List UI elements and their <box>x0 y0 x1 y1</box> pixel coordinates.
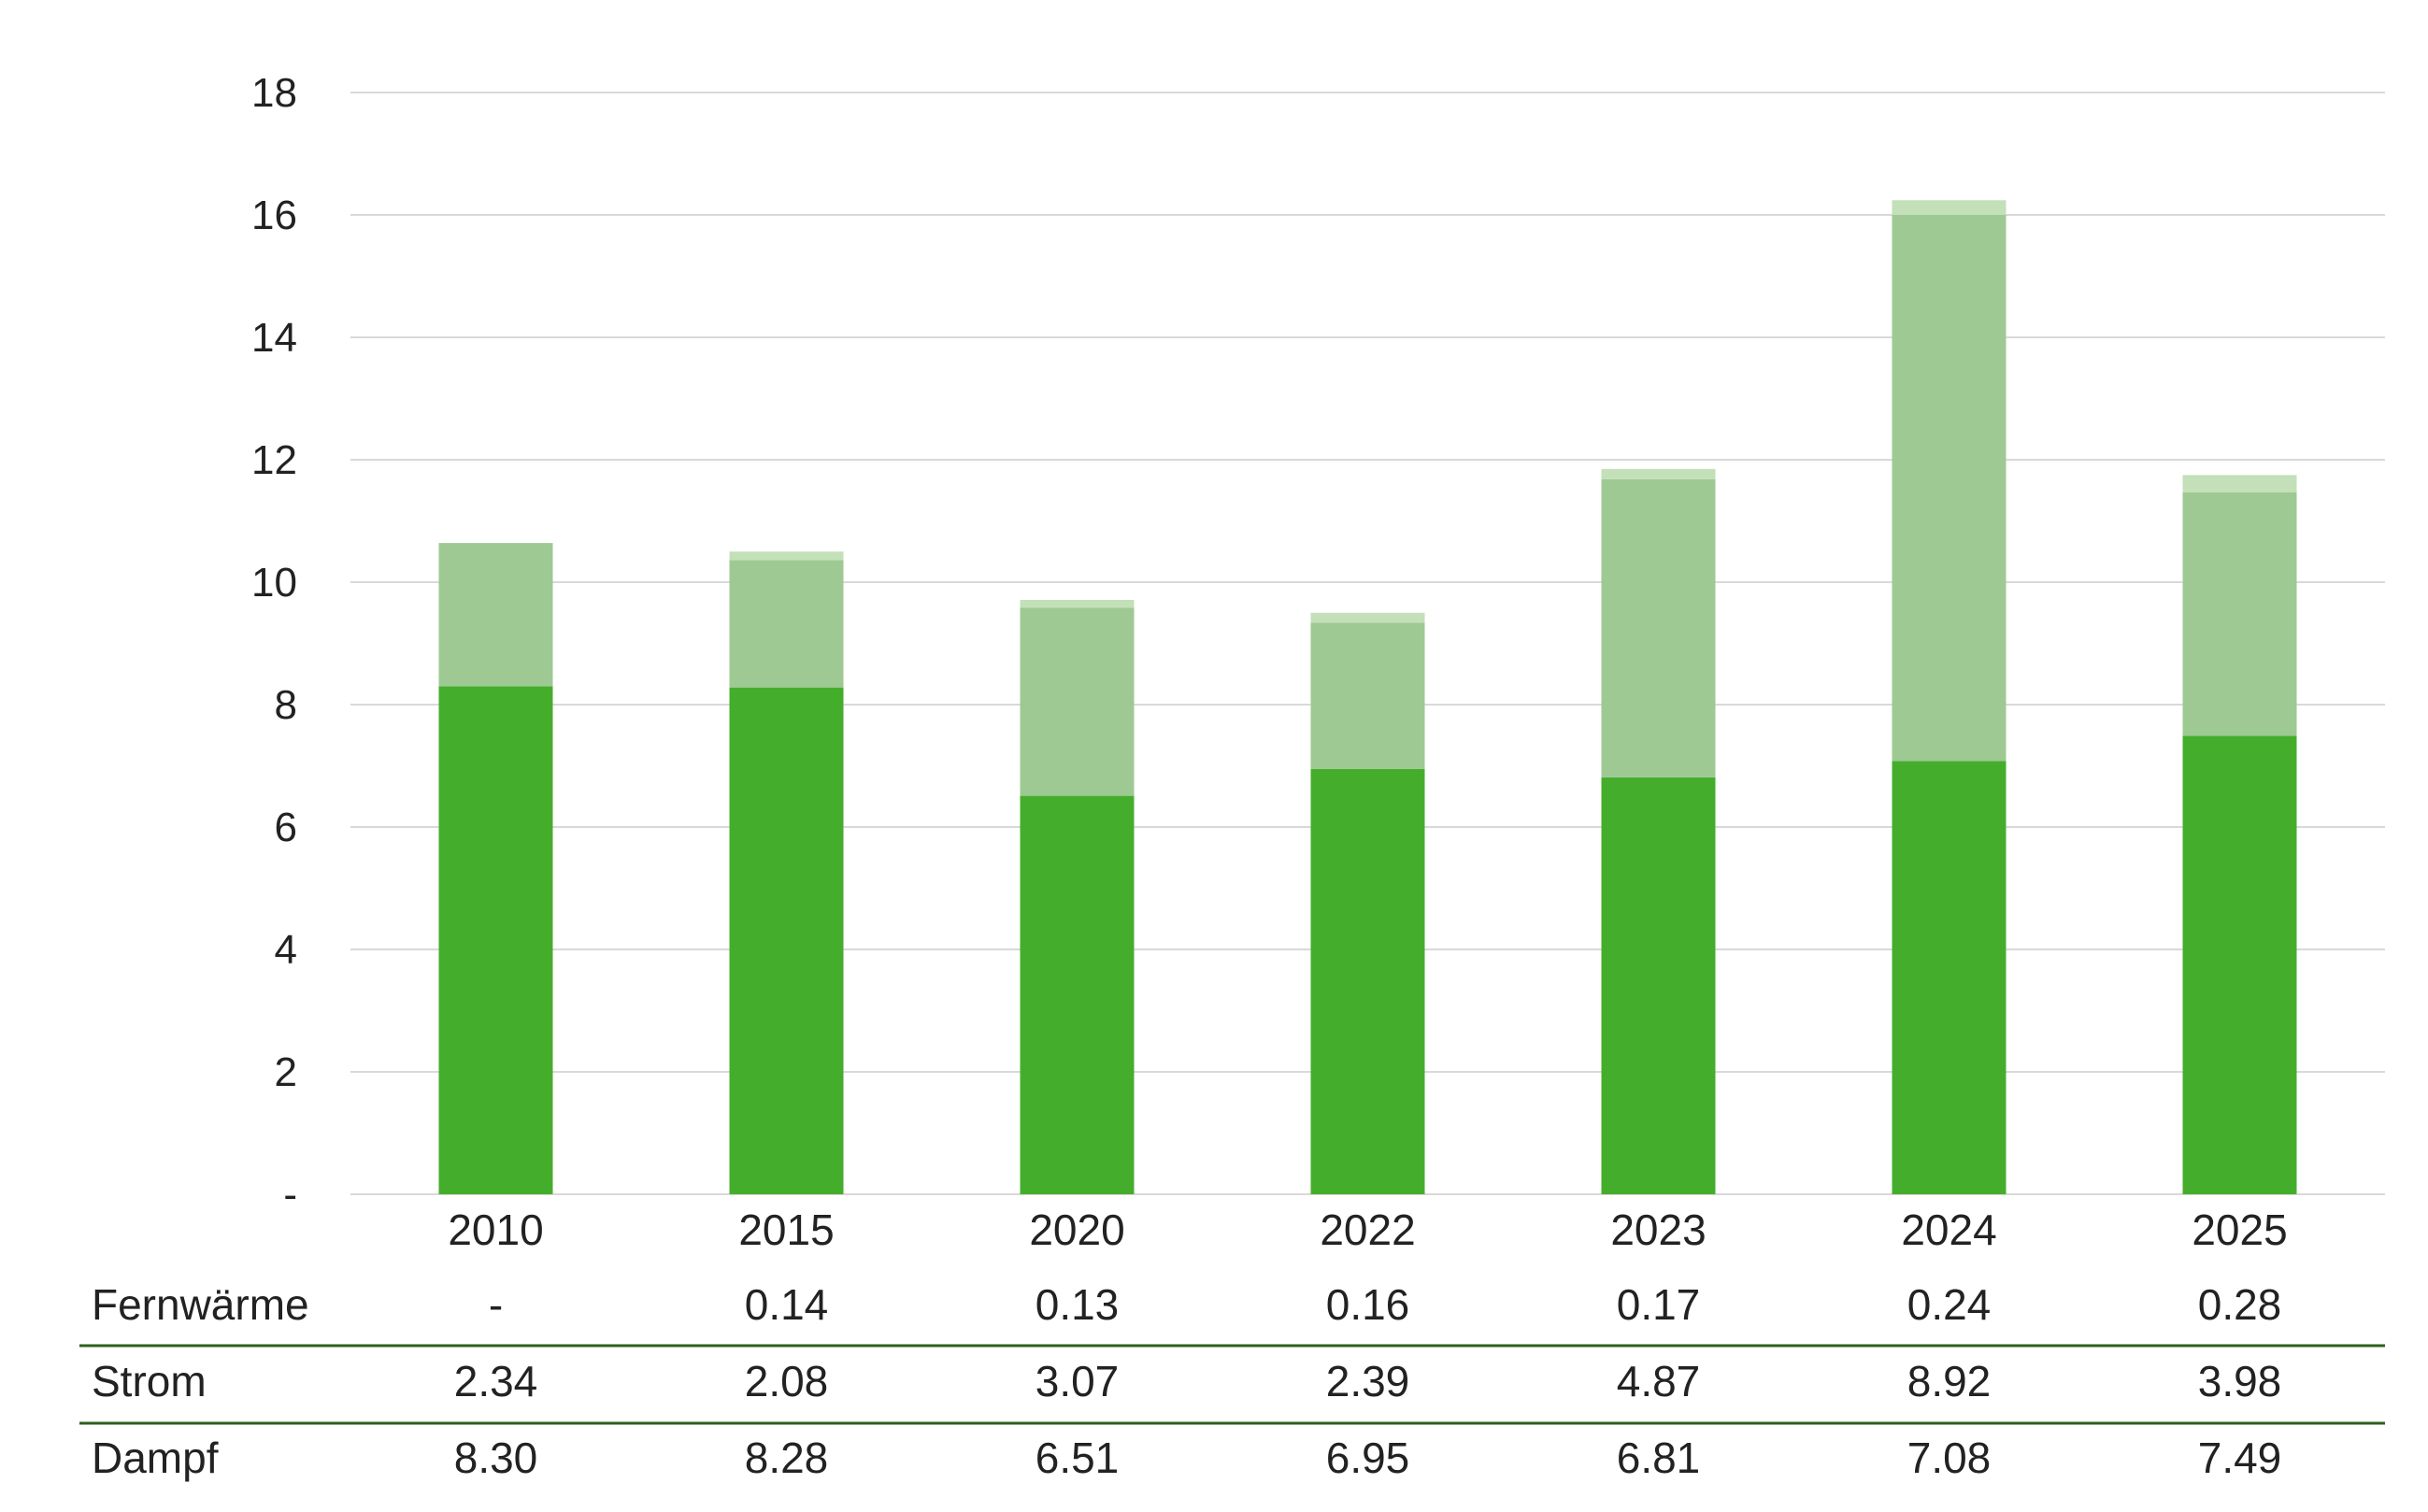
bar-dampf-2010 <box>438 686 553 1194</box>
y-tick-label: 18 <box>251 70 297 116</box>
x-tick-label: 2022 <box>1320 1205 1415 1254</box>
x-tick-label: 2020 <box>1029 1205 1124 1254</box>
bar-fernwärme-2023 <box>1601 468 1716 479</box>
y-axis-tick-labels: - 2 4 6 8 10 12 14 16 18 <box>251 70 297 1218</box>
x-axis-tick-labels: 2010 2015 2020 2022 2023 2024 2025 <box>448 1205 2287 1254</box>
table-cell: 2.08 <box>745 1357 829 1405</box>
bar-fernwärme-2022 <box>1310 612 1425 623</box>
x-tick-label: 2015 <box>738 1205 834 1254</box>
bar-strom-2022 <box>1310 622 1425 769</box>
bar-dampf-2015 <box>729 687 844 1194</box>
table-cell: 8.28 <box>745 1434 829 1482</box>
y-tick-label: 10 <box>251 560 297 606</box>
table-row-label: Fernwärme <box>92 1280 309 1329</box>
table-row-label: Strom <box>92 1357 207 1405</box>
bar-strom-2010 <box>438 543 553 687</box>
table-cell: 0.16 <box>1326 1280 1410 1329</box>
table-cell: 0.13 <box>1035 1280 1120 1329</box>
table-cell: 3.98 <box>2198 1357 2282 1405</box>
table-cell: 8.92 <box>1907 1357 1992 1405</box>
y-tick-label: 8 <box>275 682 297 728</box>
bar-fernwärme-2025 <box>2182 475 2297 492</box>
bar-strom-2025 <box>2182 492 2297 736</box>
y-tick-label: 14 <box>251 315 297 361</box>
table-cell: 2.34 <box>454 1357 538 1405</box>
table-cell: 0.17 <box>1617 1280 1701 1329</box>
y-tick-label: 2 <box>275 1049 297 1095</box>
bar-dampf-2022 <box>1310 768 1425 1194</box>
bar-fernwärme-2020 <box>1020 599 1135 608</box>
bars <box>438 200 2297 1194</box>
table-cell: 0.28 <box>2198 1280 2282 1329</box>
y-tick-label: 16 <box>251 193 297 238</box>
bar-strom-2015 <box>729 560 844 688</box>
y-tick-label: 6 <box>275 805 297 850</box>
table-row-label: Dampf <box>92 1434 219 1482</box>
table-cell: 2.39 <box>1326 1357 1410 1405</box>
x-tick-label: 2025 <box>2192 1205 2287 1254</box>
table-cell: 6.81 <box>1617 1434 1701 1482</box>
table-cell: 7.08 <box>1907 1434 1992 1482</box>
bar-dampf-2023 <box>1601 777 1716 1194</box>
bar-strom-2023 <box>1601 478 1716 777</box>
table-cell: 0.14 <box>745 1280 829 1329</box>
x-tick-label: 2010 <box>448 1205 543 1254</box>
table-cell: 4.87 <box>1617 1357 1701 1405</box>
x-tick-label: 2024 <box>1901 1205 1996 1254</box>
table-cell: - <box>489 1280 503 1329</box>
bar-strom-2020 <box>1020 607 1135 796</box>
x-tick-label: 2023 <box>1610 1205 1706 1254</box>
table-cell: 8.30 <box>454 1434 538 1482</box>
table-cell: 6.51 <box>1035 1434 1120 1482</box>
bar-fernwärme-2015 <box>729 551 844 561</box>
data-table: Fernwärme - 0.14 0.13 0.16 0.17 0.24 0.28 Strom 2… <box>79 1280 2385 1482</box>
y-tick-label: 12 <box>251 437 297 483</box>
table-cell: 6.95 <box>1326 1434 1410 1482</box>
y-tick-label: - <box>283 1172 297 1218</box>
bar-fernwärme-2024 <box>1892 200 2007 215</box>
bar-dampf-2025 <box>2182 735 2297 1194</box>
bar-dampf-2024 <box>1892 761 2007 1194</box>
table-cell: 7.49 <box>2198 1434 2282 1482</box>
table-cell: 0.24 <box>1907 1280 1992 1329</box>
table-cell: 3.07 <box>1035 1357 1120 1405</box>
bar-dampf-2020 <box>1020 795 1135 1194</box>
bar-strom-2024 <box>1892 215 2007 762</box>
y-tick-label: 4 <box>275 927 297 973</box>
